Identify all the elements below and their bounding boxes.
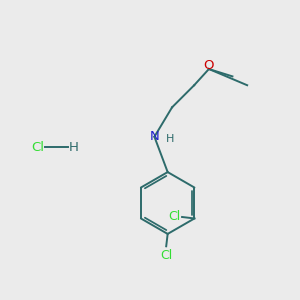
Text: H: H [69,141,79,154]
Text: N: N [149,130,159,143]
Text: H: H [166,134,174,144]
Text: Cl: Cl [31,141,44,154]
Text: Cl: Cl [160,249,172,262]
Text: O: O [204,59,214,72]
Text: Cl: Cl [168,211,181,224]
